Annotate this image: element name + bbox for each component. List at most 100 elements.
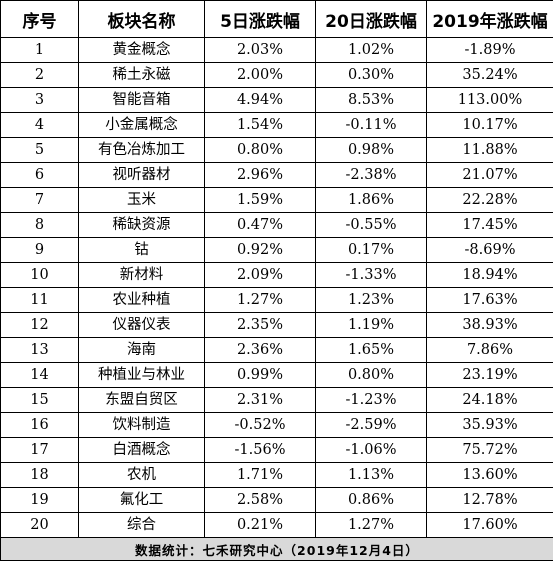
change-2019-cell: 18.94%	[426, 262, 553, 288]
change-20day-cell: 0.30%	[315, 62, 427, 88]
change-5day-cell: 2.00%	[204, 62, 316, 88]
header-index: 序号	[0, 0, 79, 38]
table-row: 3 智能音箱 4.94% 8.53% 113.00%	[0, 87, 553, 113]
row-index-cell: 5	[0, 137, 79, 163]
header-20day-change: 20日涨跌幅	[315, 0, 427, 38]
sector-name-cell: 综合	[78, 512, 205, 538]
sector-name-cell: 新材料	[78, 262, 205, 288]
sector-name-cell: 稀缺资源	[78, 212, 205, 238]
table-row: 6 视听器材 2.96% -2.38% 21.07%	[0, 162, 553, 188]
header-row: 序号 板块名称 5日涨跌幅 20日涨跌幅 2019年涨跌幅	[0, 0, 553, 38]
row-index-cell: 20	[0, 512, 79, 538]
change-20day-cell: 1.27%	[315, 512, 427, 538]
change-2019-cell: 24.18%	[426, 387, 553, 413]
sector-name-cell: 稀土永磁	[78, 62, 205, 88]
change-5day-cell: -0.52%	[204, 412, 316, 438]
change-5day-cell: 1.54%	[204, 112, 316, 138]
table-row: 14 种植业与林业 0.99% 0.80% 23.19%	[0, 362, 553, 388]
table-row: 9 钴 0.92% 0.17% -8.69%	[0, 237, 553, 263]
change-20day-cell: -1.23%	[315, 387, 427, 413]
change-2019-cell: 7.86%	[426, 337, 553, 363]
table-row: 7 玉米 1.59% 1.86% 22.28%	[0, 187, 553, 213]
change-5day-cell: 1.27%	[204, 287, 316, 313]
row-index-cell: 15	[0, 387, 79, 413]
change-5day-cell: 4.94%	[204, 87, 316, 113]
sector-name-cell: 氟化工	[78, 487, 205, 513]
table-row: 17 白酒概念 -1.56% -1.06% 75.72%	[0, 437, 553, 463]
change-5day-cell: 1.71%	[204, 462, 316, 488]
change-2019-cell: 38.93%	[426, 312, 553, 338]
change-20day-cell: 0.80%	[315, 362, 427, 388]
change-2019-cell: 75.72%	[426, 437, 553, 463]
sector-name-cell: 种植业与林业	[78, 362, 205, 388]
change-20day-cell: 1.13%	[315, 462, 427, 488]
change-20day-cell: 1.23%	[315, 287, 427, 313]
row-index-cell: 3	[0, 87, 79, 113]
sector-name-cell: 小金属概念	[78, 112, 205, 138]
data-source-note: 数据统计：七禾研究中心（2019年12月4日）	[0, 537, 553, 561]
sector-name-cell: 黄金概念	[78, 37, 205, 63]
row-index-cell: 14	[0, 362, 79, 388]
table-row: 13 海南 2.36% 1.65% 7.86%	[0, 337, 553, 363]
row-index-cell: 16	[0, 412, 79, 438]
change-5day-cell: 0.80%	[204, 137, 316, 163]
table-row: 20 综合 0.21% 1.27% 17.60%	[0, 512, 553, 538]
change-2019-cell: 35.93%	[426, 412, 553, 438]
change-5day-cell: 0.99%	[204, 362, 316, 388]
header-sector-name: 板块名称	[78, 0, 205, 38]
change-20day-cell: 8.53%	[315, 87, 427, 113]
sector-name-cell: 农业种植	[78, 287, 205, 313]
change-5day-cell: 2.03%	[204, 37, 316, 63]
row-index-cell: 12	[0, 312, 79, 338]
change-5day-cell: 2.58%	[204, 487, 316, 513]
change-2019-cell: -1.89%	[426, 37, 553, 63]
row-index-cell: 11	[0, 287, 79, 313]
table-row: 5 有色冶炼加工 0.80% 0.98% 11.88%	[0, 137, 553, 163]
sector-name-cell: 视听器材	[78, 162, 205, 188]
change-20day-cell: -0.11%	[315, 112, 427, 138]
sector-name-cell: 饮料制造	[78, 412, 205, 438]
change-2019-cell: 22.28%	[426, 187, 553, 213]
change-5day-cell: 0.92%	[204, 237, 316, 263]
sector-name-cell: 有色冶炼加工	[78, 137, 205, 163]
change-20day-cell: 1.19%	[315, 312, 427, 338]
header-2019-change: 2019年涨跌幅	[426, 0, 553, 38]
table-row: 11 农业种植 1.27% 1.23% 17.63%	[0, 287, 553, 313]
row-index-cell: 8	[0, 212, 79, 238]
change-20day-cell: 1.86%	[315, 187, 427, 213]
change-5day-cell: 2.31%	[204, 387, 316, 413]
row-index-cell: 6	[0, 162, 79, 188]
change-2019-cell: 17.60%	[426, 512, 553, 538]
table-row: 10 新材料 2.09% -1.33% 18.94%	[0, 262, 553, 288]
table-row: 1 黄金概念 2.03% 1.02% -1.89%	[0, 37, 553, 63]
sector-name-cell: 仪器仪表	[78, 312, 205, 338]
change-5day-cell: 0.47%	[204, 212, 316, 238]
row-index-cell: 4	[0, 112, 79, 138]
change-2019-cell: 13.60%	[426, 462, 553, 488]
row-index-cell: 9	[0, 237, 79, 263]
header-5day-change: 5日涨跌幅	[204, 0, 316, 38]
table-row: 15 东盟自贸区 2.31% -1.23% 24.18%	[0, 387, 553, 413]
change-20day-cell: 0.98%	[315, 137, 427, 163]
change-20day-cell: -0.55%	[315, 212, 427, 238]
change-5day-cell: 1.59%	[204, 187, 316, 213]
change-2019-cell: 10.17%	[426, 112, 553, 138]
table-footer: 数据统计：七禾研究中心（2019年12月4日）	[0, 537, 553, 561]
change-2019-cell: 17.63%	[426, 287, 553, 313]
sector-name-cell: 海南	[78, 337, 205, 363]
change-20day-cell: 0.86%	[315, 487, 427, 513]
change-2019-cell: 12.78%	[426, 487, 553, 513]
change-2019-cell: -8.69%	[426, 237, 553, 263]
change-5day-cell: -1.56%	[204, 437, 316, 463]
change-20day-cell: -2.38%	[315, 162, 427, 188]
change-20day-cell: -1.33%	[315, 262, 427, 288]
change-2019-cell: 11.88%	[426, 137, 553, 163]
table-row: 4 小金属概念 1.54% -0.11% 10.17%	[0, 112, 553, 138]
change-2019-cell: 113.00%	[426, 87, 553, 113]
row-index-cell: 7	[0, 187, 79, 213]
sector-name-cell: 东盟自贸区	[78, 387, 205, 413]
table-row: 8 稀缺资源 0.47% -0.55% 17.45%	[0, 212, 553, 238]
change-20day-cell: 1.65%	[315, 337, 427, 363]
